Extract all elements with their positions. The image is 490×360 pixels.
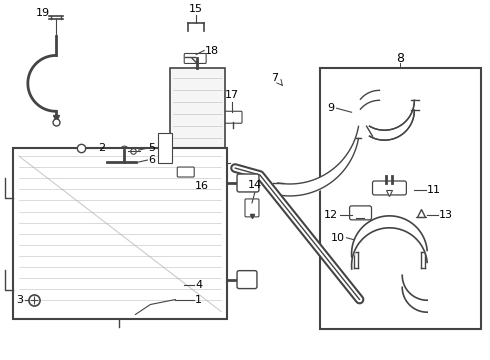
FancyBboxPatch shape: [224, 111, 242, 123]
FancyBboxPatch shape: [245, 199, 259, 217]
Text: 4: 4: [195, 280, 202, 289]
Circle shape: [121, 146, 128, 154]
Text: 15: 15: [189, 4, 203, 14]
Text: 1: 1: [195, 294, 202, 305]
FancyBboxPatch shape: [184, 54, 206, 63]
Text: 13: 13: [439, 210, 453, 220]
FancyBboxPatch shape: [174, 280, 185, 289]
Bar: [319, 68, 481, 329]
Text: 8: 8: [396, 52, 404, 65]
Text: 3: 3: [16, 294, 23, 305]
Bar: [158, 133, 172, 163]
FancyBboxPatch shape: [177, 167, 194, 177]
Text: 19: 19: [36, 8, 50, 18]
Text: 9: 9: [327, 103, 335, 113]
Text: 12: 12: [323, 210, 338, 220]
Text: 11: 11: [427, 185, 441, 195]
Text: 17: 17: [225, 90, 239, 100]
FancyBboxPatch shape: [349, 206, 371, 220]
Text: 6: 6: [148, 155, 155, 165]
FancyBboxPatch shape: [372, 181, 406, 195]
Text: 5: 5: [148, 143, 155, 153]
Circle shape: [101, 157, 112, 167]
Circle shape: [132, 158, 141, 166]
Text: 16: 16: [195, 181, 209, 191]
Text: 10: 10: [331, 233, 344, 243]
FancyBboxPatch shape: [237, 271, 257, 289]
Bar: [13, 148, 227, 319]
FancyBboxPatch shape: [237, 174, 259, 192]
Text: 14: 14: [248, 180, 262, 190]
Text: 18: 18: [205, 45, 220, 55]
Bar: [171, 68, 225, 168]
Text: 2: 2: [98, 143, 106, 153]
Text: 7: 7: [271, 73, 278, 84]
